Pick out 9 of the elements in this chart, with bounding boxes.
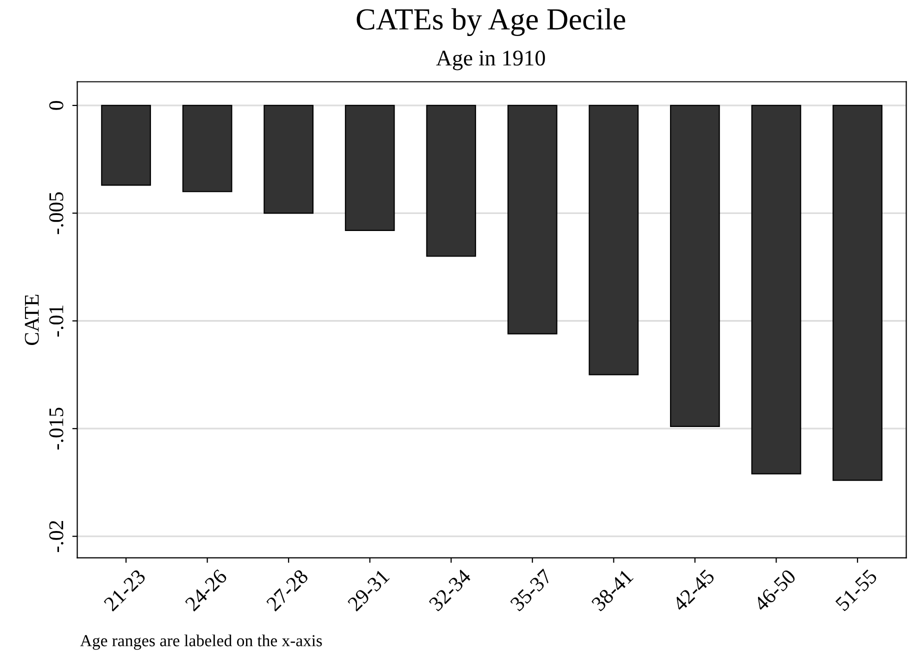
y-tick-label: -.02	[49, 520, 64, 552]
y-axis-title: CATE	[24, 294, 39, 345]
chart-title: CATEs by Age Decile	[356, 8, 626, 36]
y-tick-label: -.015	[49, 408, 64, 450]
text: Age ranges are labeled on the x-axis	[80, 634, 322, 650]
y-tick-label: 0	[49, 101, 64, 110]
y-tick-label: -.01	[49, 306, 64, 337]
y-tick-label: -.005	[49, 192, 64, 234]
chart-subtitle: Age in 1910	[436, 50, 545, 70]
